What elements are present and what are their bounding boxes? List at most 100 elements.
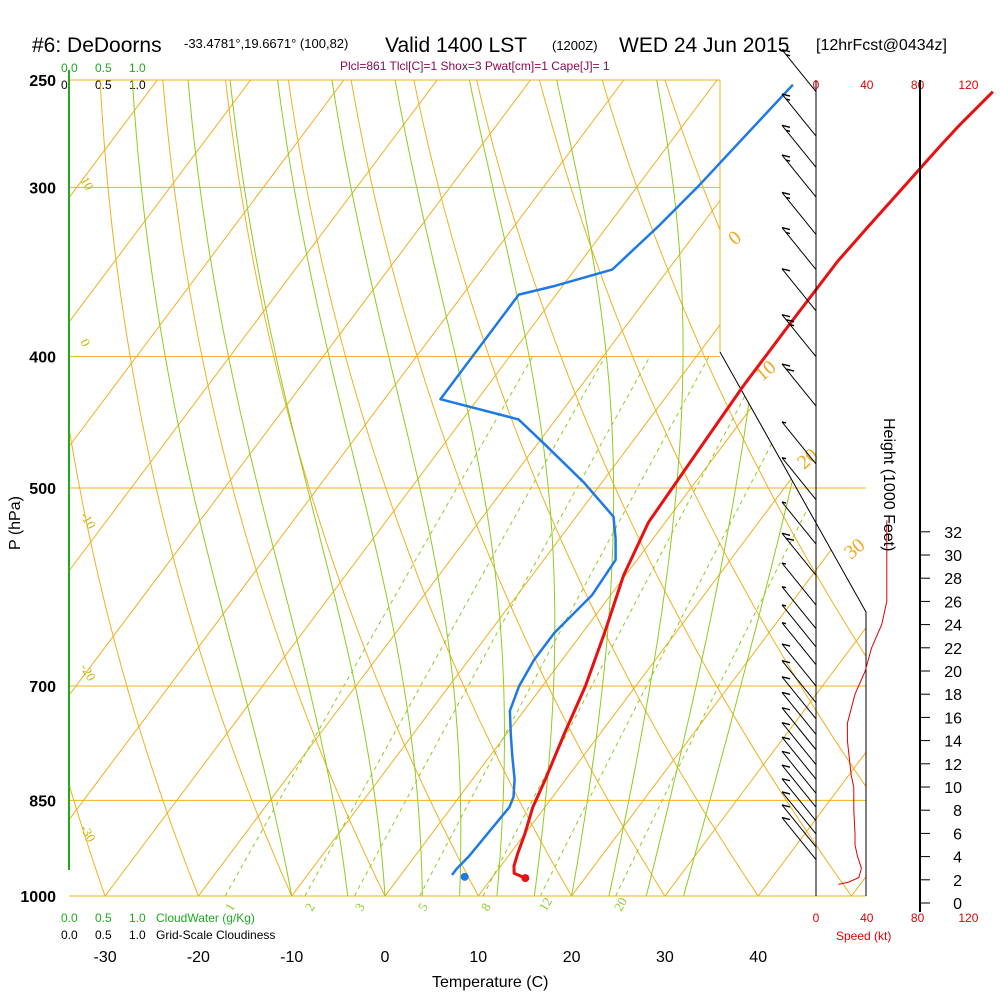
height-tick-label: 24 [944, 618, 962, 635]
wind-barb-staff [781, 314, 817, 357]
wind-barb [781, 48, 817, 92]
moist-adiabat-line [608, 80, 684, 896]
temperature-tick-label: -30 [94, 949, 117, 966]
temperature-tick-label: 0 [381, 949, 390, 966]
wind-barb-feather [781, 48, 791, 53]
pressure-tick-label: 850 [29, 793, 56, 810]
wind-barb-half-feather [781, 421, 787, 424]
cloud-bottom-black-1: 0.5 [95, 928, 112, 942]
wind-barb-half-feather [781, 621, 787, 625]
wind-barb-half-feather [785, 98, 791, 101]
wind-barb-half-feather [781, 456, 787, 460]
wind-barb [781, 501, 817, 545]
wind-barb-staff [781, 643, 817, 687]
cloud-top-green-0: 0.0 [61, 61, 78, 75]
wind-barb-staff [781, 501, 817, 545]
temperature-tick-label: 30 [656, 949, 674, 966]
mixing-ratio-label: 2 [302, 900, 318, 913]
wind-barb [781, 764, 817, 808]
pressure-tick-labels: 250 300 400 500 700 850 1000 [20, 73, 56, 906]
wind-barb [781, 226, 817, 270]
wind-barb-half-feather [785, 196, 791, 200]
wind-barb-staff [781, 533, 817, 576]
wind-barb [781, 707, 817, 751]
height-tick-label: 26 [944, 594, 962, 611]
temperature-profile-surface-dot [521, 874, 530, 883]
height-tick-label: 30 [944, 548, 962, 565]
dry-adiabat-line [98, 80, 306, 896]
wind-barb [781, 562, 817, 606]
wind-barb-half-feather [785, 231, 791, 235]
wind-speed-line [838, 520, 888, 885]
wind-barb-half-feather [781, 562, 787, 565]
temperature-tick-label: 10 [469, 949, 487, 966]
mixing-ratio-line [615, 356, 866, 896]
isotherm-label: 10 [77, 174, 96, 193]
terrain-outline [719, 351, 867, 896]
wind-barb-staff [781, 268, 817, 312]
speed-tick-top: 0 [813, 78, 820, 92]
wind-barb-staff [781, 457, 817, 500]
wind-barb-staff [781, 778, 817, 822]
wind-barb-feather [781, 363, 791, 367]
isotherm-label: 0 [77, 336, 93, 349]
wind-barb-feather [781, 313, 791, 318]
cloud-bottom-green-1: 0.5 [95, 911, 112, 925]
dry-adiabat-line [594, 80, 866, 896]
wind-barb-half-feather [781, 604, 787, 607]
mixing-ratio-label: 8 [478, 900, 494, 913]
pressure-tick-label: 250 [29, 73, 56, 90]
height-tick-label: 32 [944, 525, 962, 542]
wind-barb-half-feather [785, 129, 791, 133]
speed-tick-top: 40 [860, 78, 874, 92]
height-tick-label: 16 [944, 710, 962, 727]
wind-barb [781, 676, 817, 720]
wind-barb-feather [781, 791, 791, 795]
speed-tick-top: 80 [911, 78, 925, 92]
wind-barb-staff [781, 154, 817, 198]
height-tick-label: 20 [944, 664, 962, 681]
height-tick-label: 8 [953, 803, 962, 820]
isotherm-label: 20 [793, 444, 822, 474]
cloud-bottom-green-0: 0.0 [61, 911, 78, 925]
height-tick-label: 22 [944, 641, 962, 658]
dry-adiabat-line [284, 80, 589, 896]
mixing-ratio-labels: 1 2 3 5 8 12 20 [222, 895, 630, 914]
sounding-profiles [439, 83, 994, 883]
isotherm-line [69, 80, 252, 896]
dry-adiabat-line [222, 80, 495, 896]
cloudiness-label: Grid-Scale Cloudiness [156, 928, 275, 942]
wind-barb [781, 268, 817, 312]
wind-barb-staff [781, 49, 817, 92]
height-tick-label: 2 [953, 873, 962, 890]
valid-time: Valid 1400 LST [385, 34, 527, 57]
wind-barb-staff [781, 692, 817, 735]
moist-adiabat-line [277, 80, 423, 896]
wind-barb [781, 191, 817, 235]
wind-barb [781, 736, 817, 780]
speed-tick-bottom: 40 [860, 911, 874, 925]
mixing-ratio-label: 12 [536, 895, 555, 914]
wind-barb [781, 804, 817, 848]
moist-adiabat-line [229, 80, 386, 896]
wind-barb-feather [781, 804, 791, 808]
cloud-top-green-2: 1.0 [129, 61, 146, 75]
wind-barb-staff [781, 622, 817, 665]
wind-barb-feather [781, 736, 791, 740]
wind-barb-feather [781, 676, 791, 680]
wind-barb-feather [781, 750, 791, 755]
wind-barb [781, 124, 817, 168]
wind-barb-staff [781, 125, 817, 168]
pressure-tick-label: 700 [29, 679, 56, 696]
dry-adiabat-line [346, 80, 684, 896]
wind-barb-feather [781, 268, 791, 272]
wind-barb-staff [781, 707, 817, 751]
wind-barb-feather [781, 816, 791, 821]
cloud-scale-bottom: 0.0 0.5 1.0 CloudWater (g/Kg) 0.0 0.5 1.… [61, 911, 275, 942]
dry-adiabat-line [532, 80, 866, 896]
wind-barb-half-feather [789, 323, 795, 327]
speed-axis-label: Speed (kt) [836, 929, 891, 943]
wind-barb [781, 621, 817, 665]
